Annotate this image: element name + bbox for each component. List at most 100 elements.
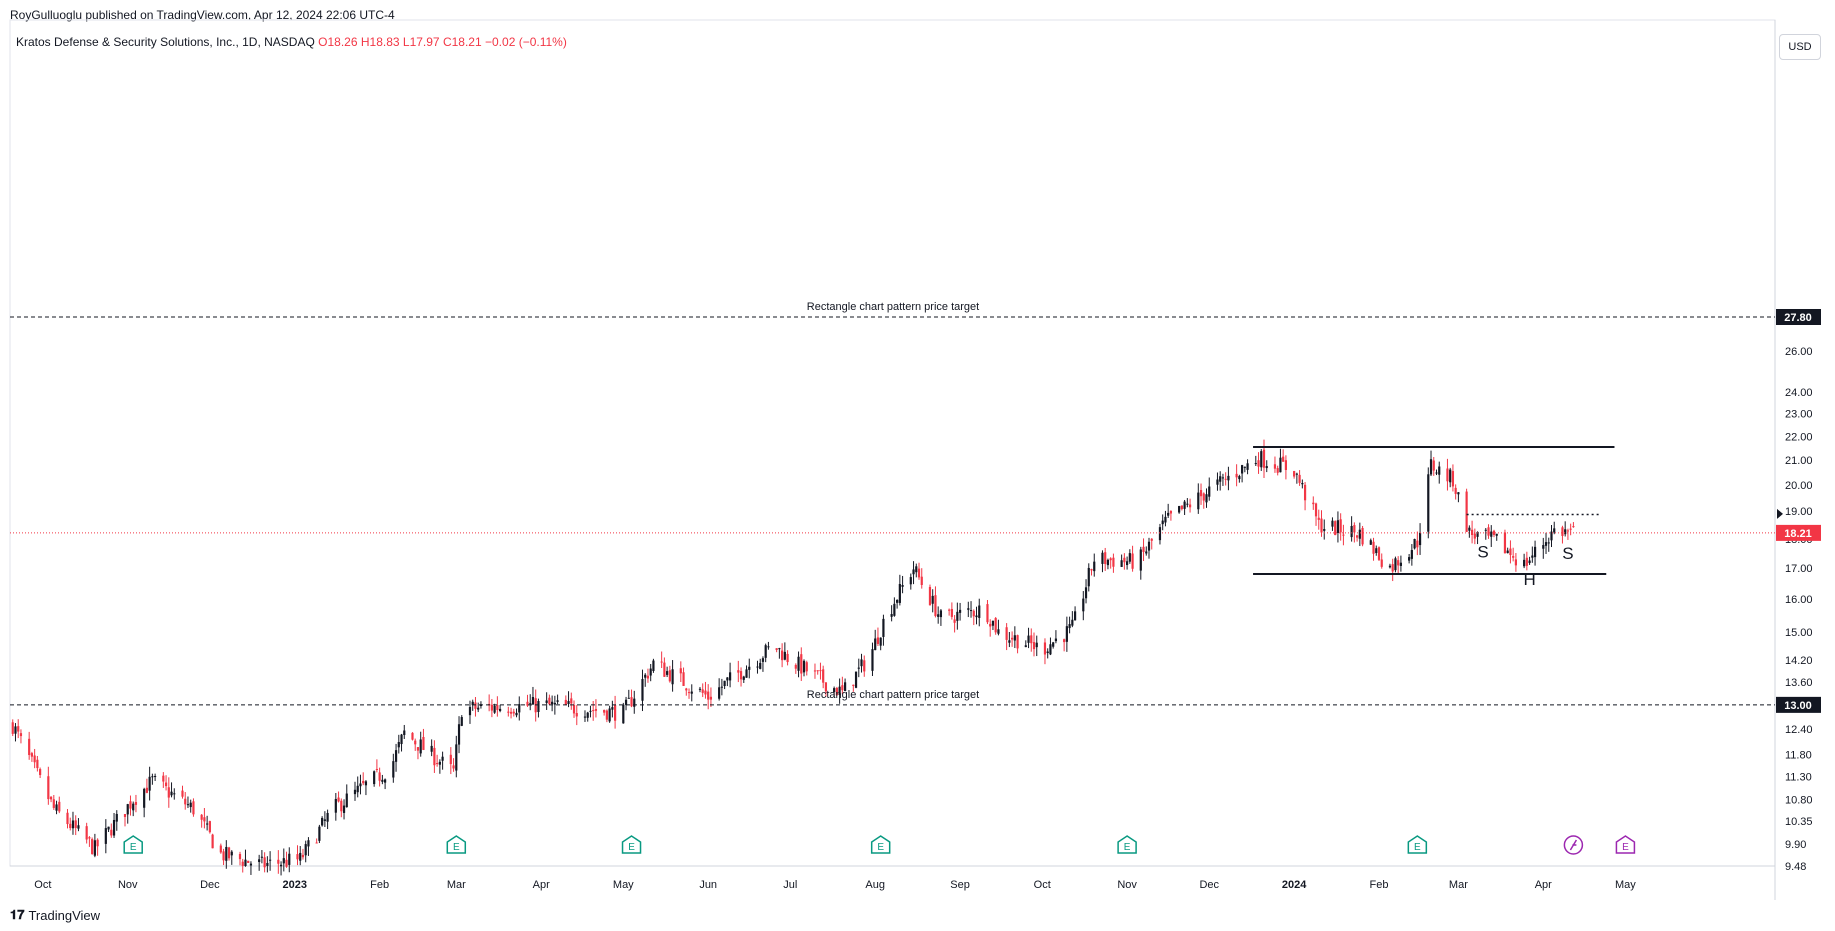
candle: [917, 562, 921, 580]
last-price-badge-bg: [1776, 524, 1821, 541]
candle: [1358, 522, 1361, 547]
candle: [871, 642, 874, 677]
candle-body: [400, 734, 403, 745]
candle: [96, 838, 99, 856]
candle: [438, 759, 441, 774]
candle-body: [1126, 561, 1129, 566]
candle-body: [1183, 501, 1186, 509]
candle: [323, 811, 326, 827]
candle: [1564, 521, 1567, 537]
candle-body: [1180, 505, 1183, 510]
candle-body: [863, 660, 866, 672]
candle: [1043, 638, 1047, 665]
candle-body: [394, 750, 398, 762]
candle: [1438, 461, 1441, 484]
candle: [115, 810, 118, 831]
candle: [477, 702, 480, 713]
candle: [301, 848, 305, 860]
candle-body: [548, 697, 551, 705]
candle-body: [707, 691, 710, 700]
candle: [184, 792, 187, 810]
candle-body: [698, 688, 702, 690]
candle: [1336, 511, 1340, 543]
candle-body: [1427, 474, 1430, 532]
candle-body: [537, 701, 540, 712]
candle: [1361, 525, 1364, 547]
candle-body: [318, 826, 321, 841]
candle-body: [115, 813, 118, 822]
candle: [978, 598, 981, 627]
high-value: H18.83: [360, 35, 400, 49]
candle: [934, 586, 937, 618]
candle: [1451, 464, 1455, 492]
candle-body: [685, 688, 688, 691]
candle: [972, 609, 975, 626]
candle-body: [854, 671, 858, 688]
candle-body: [1468, 527, 1471, 531]
candle-body: [378, 772, 381, 781]
candle-body: [1043, 642, 1047, 655]
candle: [1298, 470, 1301, 486]
candle: [488, 694, 491, 712]
candle-body: [249, 863, 253, 866]
event-bolt-icon: [1569, 839, 1578, 851]
candle-body: [666, 671, 669, 675]
tradingview-logo[interactable]: 𝟏𝟕 TradingView: [10, 907, 100, 923]
candle: [1199, 483, 1203, 505]
candle: [1262, 439, 1266, 478]
candle-body: [397, 742, 400, 748]
candle-body: [258, 859, 261, 863]
candle: [1106, 558, 1110, 570]
candle: [1224, 472, 1227, 486]
candle-body: [857, 667, 860, 669]
candle: [668, 665, 671, 683]
candle-body: [909, 577, 912, 585]
candle: [986, 600, 989, 625]
candle: [687, 688, 691, 699]
candle-body: [1071, 619, 1074, 626]
x-tick-label: Mar: [447, 879, 466, 891]
candle-body: [950, 608, 953, 617]
candle: [786, 650, 789, 666]
candle-body: [603, 710, 606, 713]
candle-body: [1514, 559, 1517, 566]
candle: [69, 817, 72, 831]
candle-body: [1358, 529, 1361, 539]
candle-body: [723, 680, 726, 687]
candle: [129, 795, 132, 816]
candle-body: [419, 739, 422, 754]
candle-body: [1016, 635, 1019, 649]
candle-body: [373, 771, 376, 785]
candle: [74, 815, 77, 836]
candle-body: [414, 740, 417, 745]
candle: [1523, 553, 1526, 569]
y-tick-label: 15.00: [1785, 627, 1813, 639]
candle-body: [931, 595, 934, 604]
candle-body: [835, 687, 838, 696]
candle: [1446, 458, 1449, 491]
candle: [416, 747, 420, 760]
alert-marker-icon: [1777, 508, 1783, 519]
candle: [1205, 488, 1208, 508]
candle: [1011, 631, 1014, 647]
candle-body: [1342, 534, 1345, 536]
candle: [1429, 450, 1433, 477]
candle: [912, 561, 915, 585]
candle: [58, 796, 61, 814]
candle-body: [813, 670, 817, 672]
candle: [206, 815, 209, 831]
candle: [652, 658, 655, 673]
currency-selector[interactable]: USD: [1779, 34, 1821, 60]
x-tick-label: May: [613, 879, 634, 891]
candle: [1454, 484, 1457, 500]
candle: [1169, 510, 1173, 521]
candle-body: [893, 603, 896, 616]
candle: [991, 620, 995, 631]
candle-body: [457, 724, 461, 745]
candle: [1490, 525, 1493, 547]
candle: [997, 619, 1000, 636]
candle-body: [493, 705, 496, 713]
candle-body: [1109, 558, 1112, 561]
candle-body: [222, 851, 225, 861]
